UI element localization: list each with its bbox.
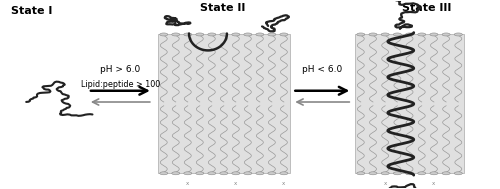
- Bar: [158, 34, 290, 173]
- Circle shape: [442, 172, 450, 175]
- Circle shape: [196, 33, 204, 36]
- Circle shape: [232, 33, 240, 36]
- Circle shape: [369, 33, 377, 36]
- Circle shape: [394, 172, 402, 175]
- Text: x: x: [186, 181, 190, 186]
- Text: State III: State III: [402, 3, 452, 13]
- Circle shape: [454, 33, 462, 36]
- Circle shape: [172, 33, 180, 36]
- Circle shape: [268, 33, 276, 36]
- Circle shape: [357, 172, 365, 175]
- Circle shape: [244, 33, 252, 36]
- Circle shape: [172, 172, 180, 175]
- Circle shape: [220, 33, 228, 36]
- Circle shape: [280, 172, 288, 175]
- Circle shape: [357, 33, 365, 36]
- Bar: [354, 34, 465, 173]
- Circle shape: [430, 33, 438, 36]
- Circle shape: [208, 33, 216, 36]
- Circle shape: [418, 33, 426, 36]
- Text: x: x: [432, 181, 436, 186]
- Circle shape: [160, 33, 168, 36]
- Circle shape: [184, 172, 192, 175]
- Circle shape: [280, 33, 288, 36]
- Circle shape: [369, 172, 377, 175]
- Text: Lipid:peptide > 100: Lipid:peptide > 100: [80, 80, 160, 89]
- Circle shape: [418, 172, 426, 175]
- Text: pH < 6.0: pH < 6.0: [302, 65, 343, 74]
- Circle shape: [406, 172, 413, 175]
- Circle shape: [232, 172, 240, 175]
- Circle shape: [430, 172, 438, 175]
- Text: State II: State II: [200, 3, 246, 13]
- Circle shape: [184, 33, 192, 36]
- Text: State I: State I: [10, 6, 52, 16]
- Circle shape: [244, 172, 252, 175]
- Text: x: x: [384, 181, 387, 186]
- Text: x: x: [234, 181, 237, 186]
- Circle shape: [160, 172, 168, 175]
- Circle shape: [256, 33, 264, 36]
- Text: pH > 6.0: pH > 6.0: [100, 65, 140, 74]
- Circle shape: [220, 172, 228, 175]
- Circle shape: [394, 33, 402, 36]
- Circle shape: [454, 172, 462, 175]
- Circle shape: [196, 172, 204, 175]
- Circle shape: [442, 33, 450, 36]
- Circle shape: [268, 172, 276, 175]
- Circle shape: [208, 172, 216, 175]
- Text: x: x: [282, 181, 286, 186]
- Circle shape: [406, 33, 413, 36]
- Circle shape: [256, 172, 264, 175]
- Circle shape: [381, 33, 389, 36]
- Circle shape: [381, 172, 389, 175]
